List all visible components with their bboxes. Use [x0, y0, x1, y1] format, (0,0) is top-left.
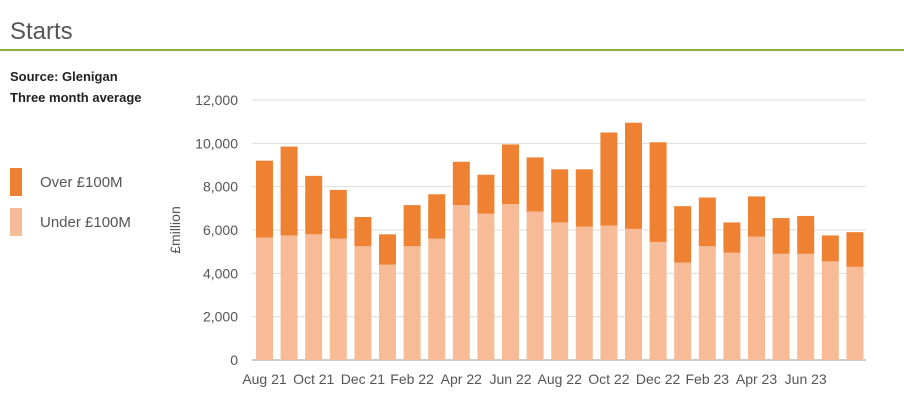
bar-under [354, 246, 372, 360]
bar-over [698, 197, 716, 247]
bar-under [698, 246, 716, 360]
title-rule [0, 49, 904, 51]
bar-over [551, 169, 569, 223]
x-tick-label: Jun 22 [489, 371, 531, 387]
bar-over [305, 175, 323, 235]
source-block: Source: Glenigan Three month average [10, 66, 142, 108]
bar-over [526, 157, 544, 212]
legend-swatch-over [10, 168, 22, 196]
y-tick-label: 2,000 [203, 309, 238, 325]
bar-over [428, 194, 446, 239]
y-tick-label: 0 [230, 352, 238, 368]
bar-over [674, 206, 692, 263]
bar-under [649, 241, 667, 360]
x-tick-label: Oct 22 [588, 371, 629, 387]
bar-over [649, 142, 667, 242]
bar-over [379, 234, 396, 265]
bar-under [256, 237, 273, 360]
y-tick-label: 6,000 [203, 222, 238, 238]
y-tick-label: 10,000 [195, 135, 238, 151]
x-tick-label: Apr 23 [736, 371, 777, 387]
bar-under [625, 228, 642, 360]
bar-over [502, 144, 519, 204]
y-tick-label: 12,000 [195, 92, 238, 108]
bar-over [821, 235, 839, 262]
y-tick-label: 8,000 [203, 179, 238, 195]
bar-over [452, 161, 470, 206]
x-tick-label: Aug 21 [242, 371, 287, 387]
x-tick-label: Oct 21 [293, 371, 334, 387]
legend-swatch-under [10, 208, 22, 236]
subtitle-text: Three month average [10, 90, 142, 105]
bar-under [846, 266, 864, 360]
legend: Over £100M Under £100M [10, 168, 131, 248]
bar-over [772, 218, 790, 254]
source-text: Source: Glenigan [10, 69, 118, 84]
bar-under [428, 238, 446, 360]
y-tick-label: 4,000 [203, 265, 238, 281]
bar-under [502, 204, 519, 360]
bar-under [723, 252, 741, 360]
legend-item-over: Over £100M [10, 168, 131, 196]
y-axis-label: £million [167, 206, 183, 253]
bar-under [748, 236, 765, 360]
bar-over [600, 132, 618, 226]
x-tick-label: Dec 22 [636, 371, 681, 387]
bar-under [329, 238, 347, 360]
bar-under [674, 262, 692, 360]
bar-under [575, 226, 593, 360]
bar-under [551, 222, 569, 360]
bar-under [821, 261, 839, 360]
legend-label-under: Under £100M [40, 213, 131, 231]
bar-under [280, 235, 298, 360]
bar-over [797, 215, 815, 254]
page-title: Starts [10, 18, 73, 45]
bar-under [477, 213, 495, 360]
bar-under [526, 211, 544, 360]
bar-under [772, 253, 790, 360]
bar-over [575, 169, 593, 227]
bar-under [600, 225, 618, 360]
bar-over [846, 232, 864, 267]
bar-under [305, 234, 323, 360]
bar-over [403, 205, 421, 247]
legend-item-under: Under £100M [10, 208, 131, 236]
x-tick-label: Feb 22 [390, 371, 434, 387]
x-tick-label: Aug 22 [538, 371, 583, 387]
x-tick-label: Apr 22 [441, 371, 482, 387]
x-tick-label: Dec 21 [341, 371, 386, 387]
bar-under [403, 246, 421, 360]
legend-label-over: Over £100M [40, 173, 123, 191]
bar-over [477, 174, 495, 214]
bar-over [748, 196, 765, 237]
bar-over [256, 160, 273, 238]
bar-over [354, 217, 372, 247]
bar-over [280, 146, 298, 236]
bar-over [723, 222, 741, 253]
x-tick-label: Jun 23 [785, 371, 827, 387]
bar-under [797, 253, 815, 360]
bar-over [329, 189, 347, 239]
bar-under [452, 205, 470, 360]
x-tick-label: Feb 23 [686, 371, 730, 387]
bar-under [379, 264, 396, 360]
bar-over [625, 122, 642, 229]
